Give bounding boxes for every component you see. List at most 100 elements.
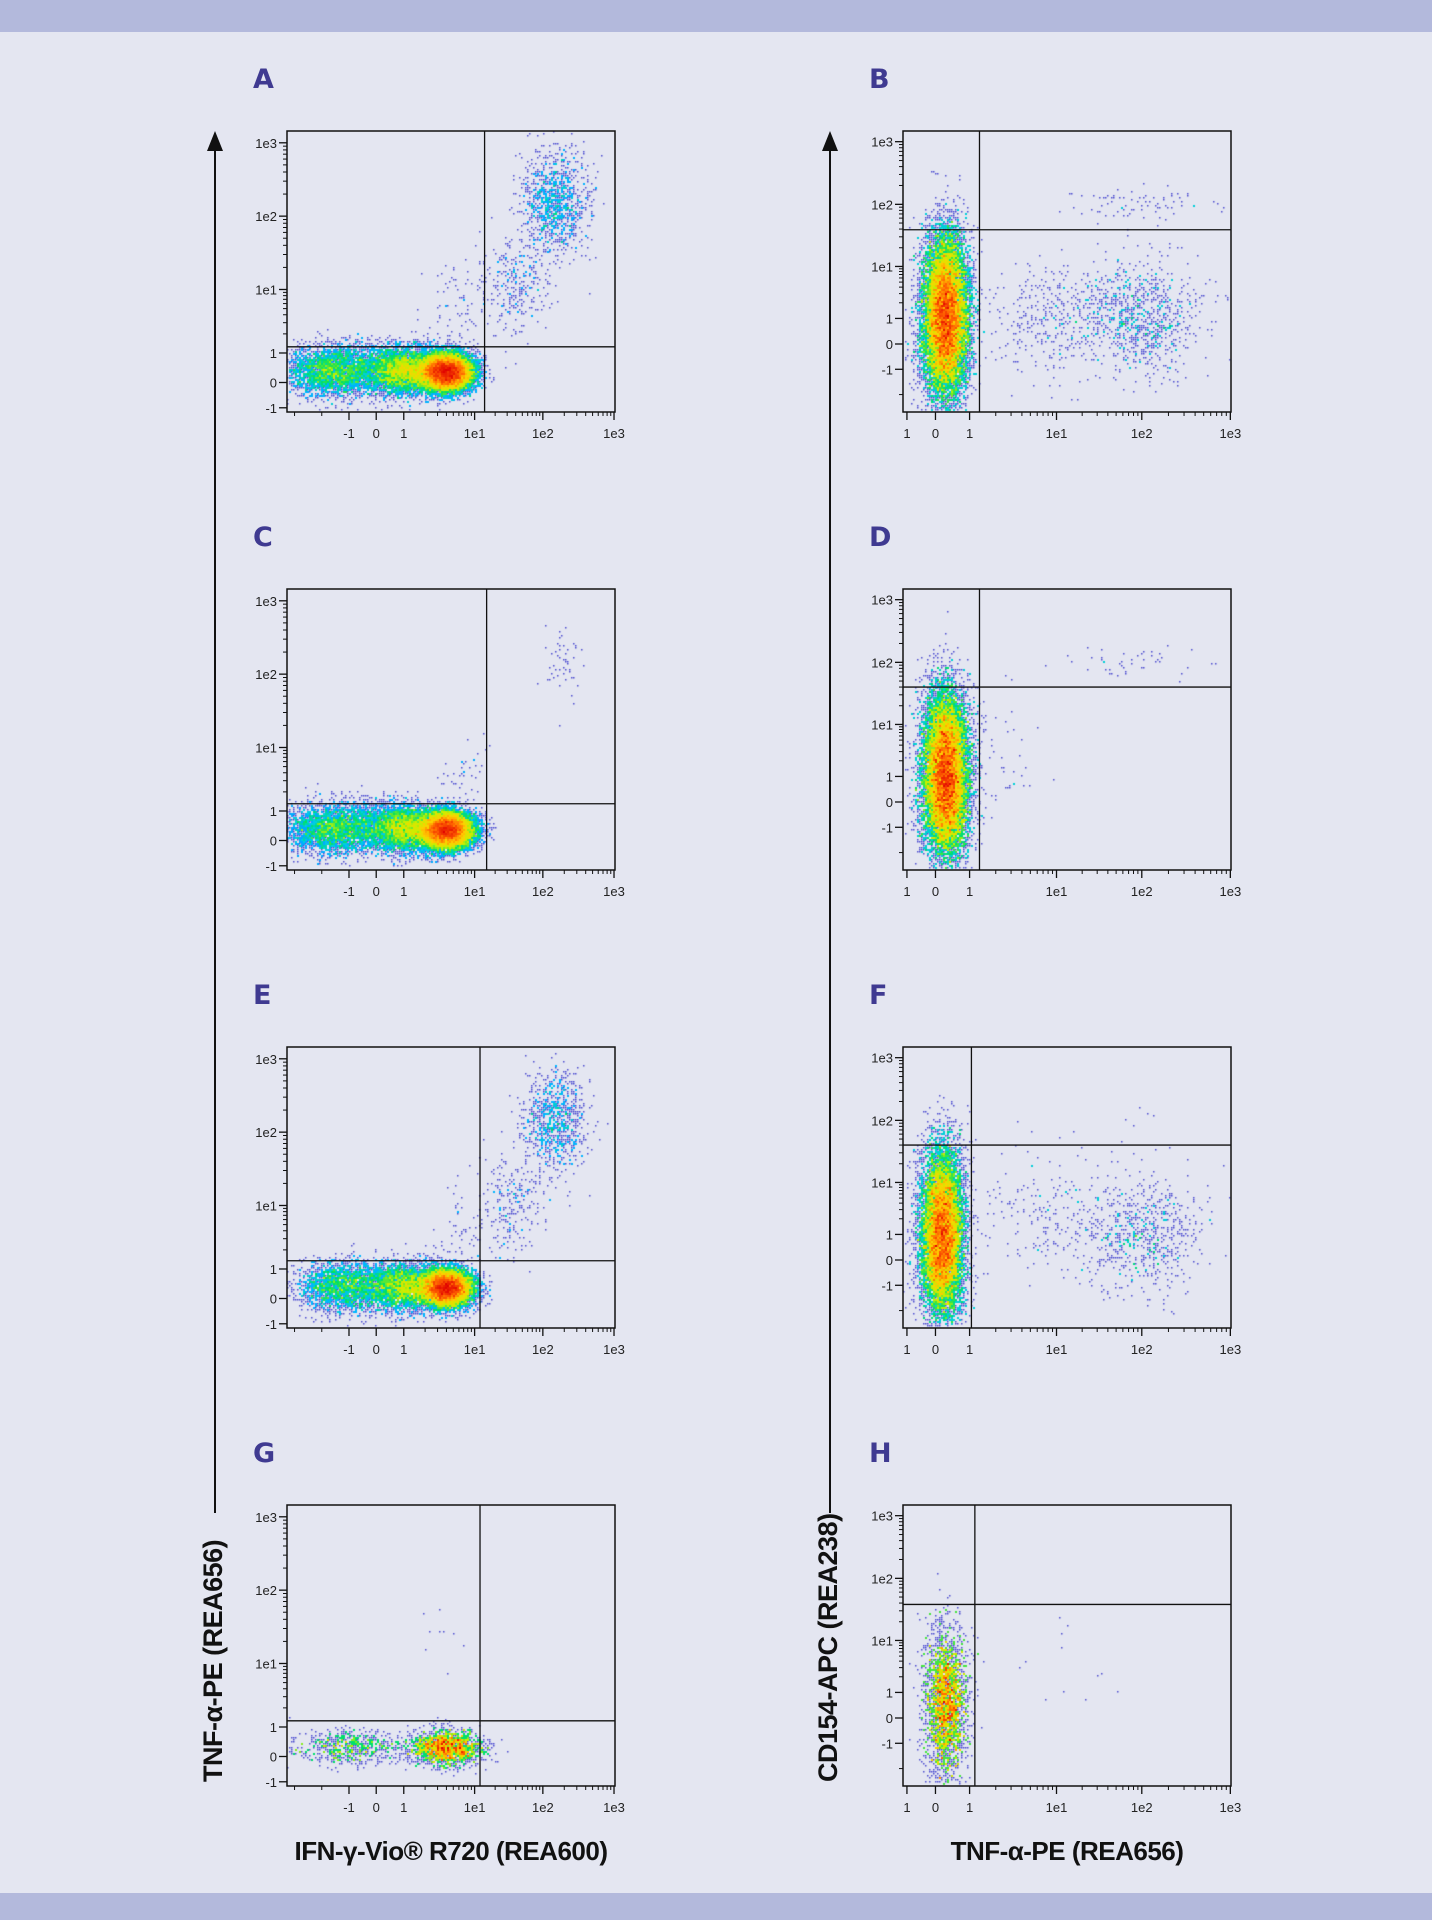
x-tick-label: 1 [903,1342,910,1357]
y-tick-label: 1e2 [255,667,277,682]
x-tick-label: -1 [343,1342,355,1357]
x-tick-label: 1 [400,884,407,899]
plot-panel-f: 1 0 1 1e1 1e2 1e3 -1 0 1 1e1 1e2 1e3 [871,1046,1241,1357]
axes-b: 1 0 1 1e1 1e2 1e3 -1 0 1 1e1 1e2 1e3 [871,130,1241,441]
plot-panel-h: 1 0 1 1e1 1e2 1e3 -1 0 1 1e1 1e2 1e3 [871,1504,1241,1815]
x-tick-label: 1 [966,1800,973,1815]
axes-f: 1 0 1 1e1 1e2 1e3 -1 0 1 1e1 1e2 1e3 [871,1046,1241,1357]
y-tick-label: -1 [265,1775,277,1790]
y-tick-label: 0 [270,833,277,848]
x-tick-label: -1 [343,1800,355,1815]
left-x-axis-title: IFN-γ-Vio® R720 (REA600) [294,1836,609,1866]
density-plot [287,1047,615,1328]
y-tick-label: -1 [265,401,277,416]
x-tick-label: 0 [932,1342,939,1357]
x-tick-label: 1e1 [464,426,486,441]
axes-e: -1 0 1 1e1 1e2 1e3 -1 0 1 1e1 1e2 1e3 [255,1046,625,1357]
axes-c: -1 0 1 1e1 1e2 1e3 -1 0 1 1e1 1e2 1e3 [255,588,625,899]
density-plot [903,589,1231,870]
y-tick-label: 1e2 [871,1113,893,1128]
x-tick-label: 1e2 [532,426,554,441]
y-tick-label: -1 [881,820,893,835]
y-tick-label: 0 [886,1711,893,1726]
x-tick-label: 0 [373,1800,380,1815]
x-tick-label: 1e3 [1219,1800,1241,1815]
x-tick-label: 1e1 [1046,884,1068,899]
x-tick-label: 1 [966,426,973,441]
y-tick-label: 1e2 [871,655,893,670]
y-tick-label: 1 [886,769,893,784]
plot-frame [286,1046,616,1329]
y-tick-label: 1e3 [871,1051,893,1066]
y-tick-label: 1e1 [871,717,893,732]
x-tick-label: -1 [343,426,355,441]
y-tick-label: 1 [886,1227,893,1242]
panel-label-f: F [869,980,888,1011]
y-tick-label: 1e2 [871,1571,893,1586]
x-tick-label: 0 [932,1800,939,1815]
panel-label-h: H [869,1438,892,1469]
density-plot [287,131,615,412]
x-tick-label: 1e2 [532,1342,554,1357]
panel-label-a: A [253,64,274,95]
y-tick-label: 1e2 [255,1125,277,1140]
plot-panel-e: -1 0 1 1e1 1e2 1e3 -1 0 1 1e1 1e2 1e3 [255,1046,625,1357]
axes-g: -1 0 1 1e1 1e2 1e3 -1 0 1 1e1 1e2 1e3 [255,1504,625,1815]
panel-label-e: E [253,980,272,1011]
x-tick-label: 1e3 [1219,884,1241,899]
panel-label-g: G [253,1438,276,1469]
y-tick-label: 1 [270,804,277,819]
y-tick-label: 1 [886,1685,893,1700]
y-tick-label: 1e2 [871,197,893,212]
x-tick-label: 1 [903,426,910,441]
x-tick-label: 1 [400,1800,407,1815]
x-tick-label: 1e3 [1219,1342,1241,1357]
y-tick-label: 0 [270,1749,277,1764]
y-tick-label: 0 [886,1253,893,1268]
plot-frame [902,130,1232,413]
y-tick-label: -1 [265,1317,277,1332]
x-tick-label: 1e2 [1131,884,1153,899]
y-tick-label: -1 [881,362,893,377]
x-tick-label: 1e1 [1046,1342,1068,1357]
x-tick-label: 1e2 [1131,1342,1153,1357]
axes-h: 1 0 1 1e1 1e2 1e3 -1 0 1 1e1 1e2 1e3 [871,1504,1241,1815]
x-tick-label: 1e3 [603,1342,625,1357]
left-arrowhead-icon [207,131,223,151]
left-y-axis-arrow [214,148,216,1513]
x-tick-label: 1 [903,1800,910,1815]
x-tick-label: 0 [373,1342,380,1357]
y-tick-label: 1e3 [871,1509,893,1524]
x-tick-label: 0 [932,426,939,441]
x-tick-label: 1e1 [464,1800,486,1815]
x-tick-label: 1e2 [1131,426,1153,441]
y-tick-label: 1 [270,1262,277,1277]
y-tick-label: 1e3 [871,593,893,608]
density-plot [903,1047,1231,1328]
right-arrowhead-icon [822,131,838,151]
y-tick-label: 1e3 [255,1052,277,1067]
y-tick-label: 1 [270,346,277,361]
y-tick-label: 1e3 [255,594,277,609]
density-plot [287,589,615,870]
y-tick-label: 0 [886,795,893,810]
left-y-axis-title: TNF-α-PE (REA656) [198,1539,228,1782]
x-tick-label: -1 [343,884,355,899]
right-y-axis-title: CD154-APC (REA238) [813,1513,843,1782]
y-tick-label: 1e2 [255,1583,277,1598]
axes-d: 1 0 1 1e1 1e2 1e3 -1 0 1 1e1 1e2 1e3 [871,588,1241,899]
plot-panel-b: 1 0 1 1e1 1e2 1e3 -1 0 1 1e1 1e2 1e3 [871,130,1241,441]
panel-label-c: C [253,522,273,553]
y-tick-label: 1e1 [255,1656,277,1671]
y-tick-label: -1 [881,1736,893,1751]
x-tick-label: 1e3 [1219,426,1241,441]
x-tick-label: 1e2 [532,884,554,899]
y-tick-label: 1e3 [255,1510,277,1525]
x-tick-label: 1 [400,426,407,441]
y-tick-label: 1e1 [871,259,893,274]
axes-a: -1 0 1 1e1 1e2 1e3 -1 0 1 1e1 1e2 1e3 [255,130,625,441]
panel-label-b: B [869,64,890,95]
x-tick-label: 1e3 [603,884,625,899]
panel-label-d: D [869,522,892,553]
x-tick-label: 1 [400,1342,407,1357]
